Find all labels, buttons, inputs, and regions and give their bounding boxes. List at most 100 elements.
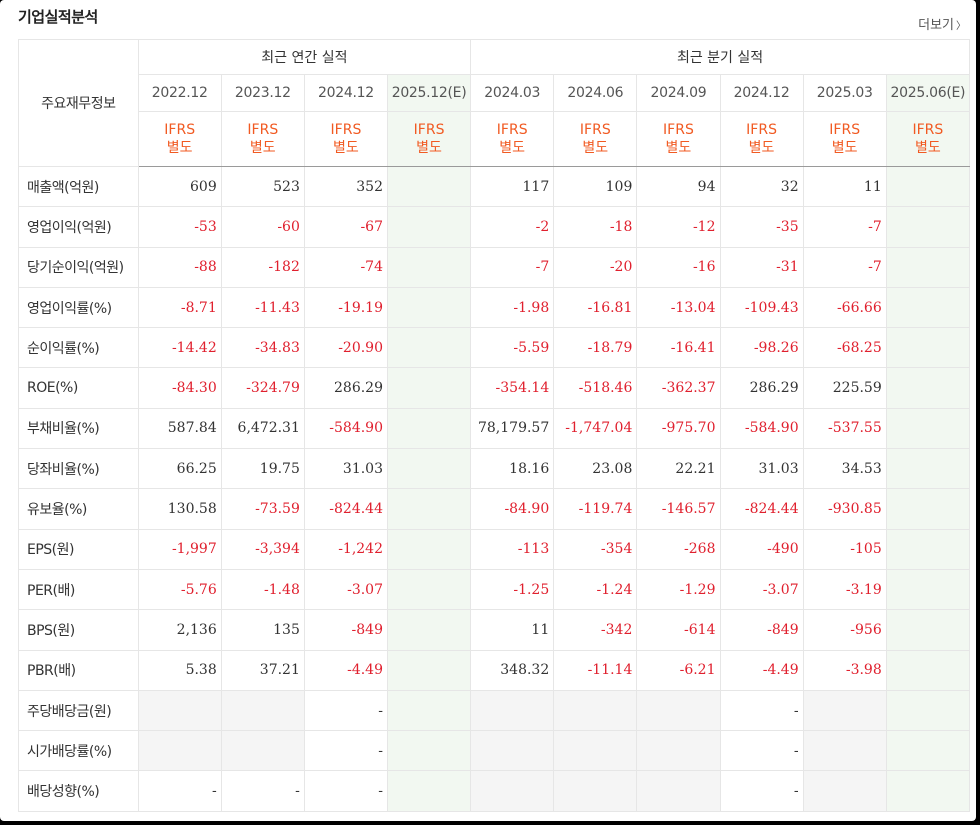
table-cell [386, 407, 472, 450]
accounting-standard-type: 별도 [166, 140, 193, 156]
accounting-standard-ifrs: IFRS [912, 122, 944, 138]
accounting-standard: IFRS 별도 [303, 111, 389, 167]
table-cell: -362.37 [636, 367, 721, 409]
table-cell [885, 689, 971, 732]
financial-table: 주요재무정보 최근 연간 실적 최근 분기 실적 2022.12 2023.12 2… [18, 39, 971, 812]
table-row: 유보율(%) 130.58 -73.59 -824.44 -84.90 -119.74 -1… [18, 488, 971, 530]
table-cell: - [220, 770, 305, 812]
table-cell [802, 689, 887, 732]
table-cell: -3.07 [303, 568, 389, 611]
table-cell [137, 689, 222, 732]
table-row: 영업이익(억원) -53 -60 -67 -2 -18 -12 -35 -7 [18, 206, 971, 248]
table-cell: -113 [470, 528, 555, 570]
table-cell: -849 [719, 609, 804, 651]
table-cell: -105 [802, 528, 887, 570]
table-cell: -1.24 [553, 568, 638, 611]
table-cell: -824.44 [303, 488, 389, 530]
accounting-standard: IFRS 별도 [802, 111, 887, 167]
table-cell: -146.57 [636, 488, 721, 530]
accounting-standard-ifrs: IFRS [247, 122, 279, 138]
table-cell: -20.90 [303, 327, 389, 369]
table-cell: - [719, 689, 804, 732]
table-cell: -11.43 [220, 286, 305, 329]
table-row: 영업이익률(%) -8.71 -11.43 -19.19 -1.98 -16.81 -13.… [18, 286, 971, 329]
table-cell [885, 246, 971, 288]
accounting-standard-ifrs: IFRS [746, 122, 777, 138]
row-label: BPS(원) [18, 609, 139, 651]
table-cell: 31.03 [719, 448, 804, 490]
table-cell: -354 [553, 528, 638, 570]
table-cell [885, 367, 971, 409]
table-cell [470, 689, 555, 732]
table-cell: -20 [553, 246, 638, 288]
row-label: PER(배) [18, 568, 139, 611]
row-label: 당기순이익(억원) [18, 246, 139, 288]
accounting-standard: IFRS 별도 [386, 111, 472, 167]
accounting-standard: IFRS 별도 [137, 111, 222, 167]
table-cell [137, 730, 222, 772]
table-cell: -18 [553, 206, 638, 248]
annual-group-header: 최근 연간 실적 [137, 39, 472, 75]
table-cell [386, 730, 472, 772]
financial-table-body: 매출액(억원) 609 523 352 117 109 94 32 11 영업이익(억원) -53-… [18, 165, 971, 812]
table-cell: -31 [719, 246, 804, 288]
table-cell [636, 770, 721, 812]
table-cell: -324.79 [220, 367, 305, 409]
table-cell: 117 [470, 165, 555, 208]
table-cell: -930.85 [802, 488, 887, 530]
accounting-standard-type: 별도 [416, 140, 442, 156]
table-cell: 6,472.31 [220, 407, 305, 450]
row-label: EPS(원) [18, 528, 139, 570]
table-cell: -490 [719, 528, 804, 570]
period-header: 2023.12 [220, 74, 305, 112]
table-cell: -354.14 [470, 367, 555, 409]
table-cell: -5.59 [470, 327, 555, 369]
accounting-standard: IFRS 별도 [470, 111, 555, 167]
accounting-standard-type: 별도 [582, 140, 609, 156]
table-cell: 130.58 [137, 488, 222, 530]
row-label: 매출액(억원) [18, 165, 139, 208]
table-cell: 225.59 [802, 367, 887, 409]
table-cell: 22.21 [636, 448, 721, 490]
table-cell [636, 689, 721, 732]
table-cell: 23.08 [553, 448, 638, 490]
table-cell: -584.90 [719, 407, 804, 450]
section-title: 기업실적분석 [18, 8, 98, 26]
table-cell: -11.14 [553, 649, 638, 691]
accounting-standard-type: 별도 [665, 140, 692, 156]
table-cell: -1.48 [220, 568, 305, 611]
table-cell [885, 568, 971, 611]
table-cell: 5.38 [137, 649, 222, 691]
table-row: 당기순이익(억원) -88 -182 -74 -7 -20 -16 -31 -7 [18, 246, 971, 288]
more-link[interactable]: 더보기 〉 [918, 14, 966, 33]
table-cell: -824.44 [719, 488, 804, 530]
table-cell: -182 [220, 246, 305, 288]
accounting-standard-type: 별도 [249, 140, 276, 156]
table-cell [386, 689, 472, 732]
table-cell: -975.70 [636, 407, 721, 450]
row-label: 당좌비율(%) [18, 448, 139, 490]
table-cell: - [303, 770, 389, 812]
table-cell: 523 [220, 165, 305, 208]
table-cell [386, 488, 472, 530]
table-cell [802, 770, 887, 812]
table-cell [885, 327, 971, 369]
table-cell: -268 [636, 528, 721, 570]
period-header: 2025.06(E) [885, 74, 971, 112]
table-cell: -4.49 [719, 649, 804, 691]
table-cell [470, 770, 555, 812]
accounting-standard-ifrs: IFRS [413, 122, 445, 138]
accounting-standard: IFRS 별도 [220, 111, 305, 167]
table-cell: -849 [303, 609, 389, 651]
table-cell [386, 327, 472, 369]
accounting-standard-type: 별도 [748, 140, 775, 156]
table-cell [386, 770, 472, 812]
table-cell: -12 [636, 206, 721, 248]
table-cell: -614 [636, 609, 721, 651]
table-cell: -67 [303, 206, 389, 248]
row-label: 부채비율(%) [18, 407, 139, 450]
table-cell: -35 [719, 206, 804, 248]
accounting-standard-ifrs: IFRS [579, 122, 611, 138]
table-cell: -1.98 [470, 286, 555, 329]
table-cell: -956 [802, 609, 887, 651]
